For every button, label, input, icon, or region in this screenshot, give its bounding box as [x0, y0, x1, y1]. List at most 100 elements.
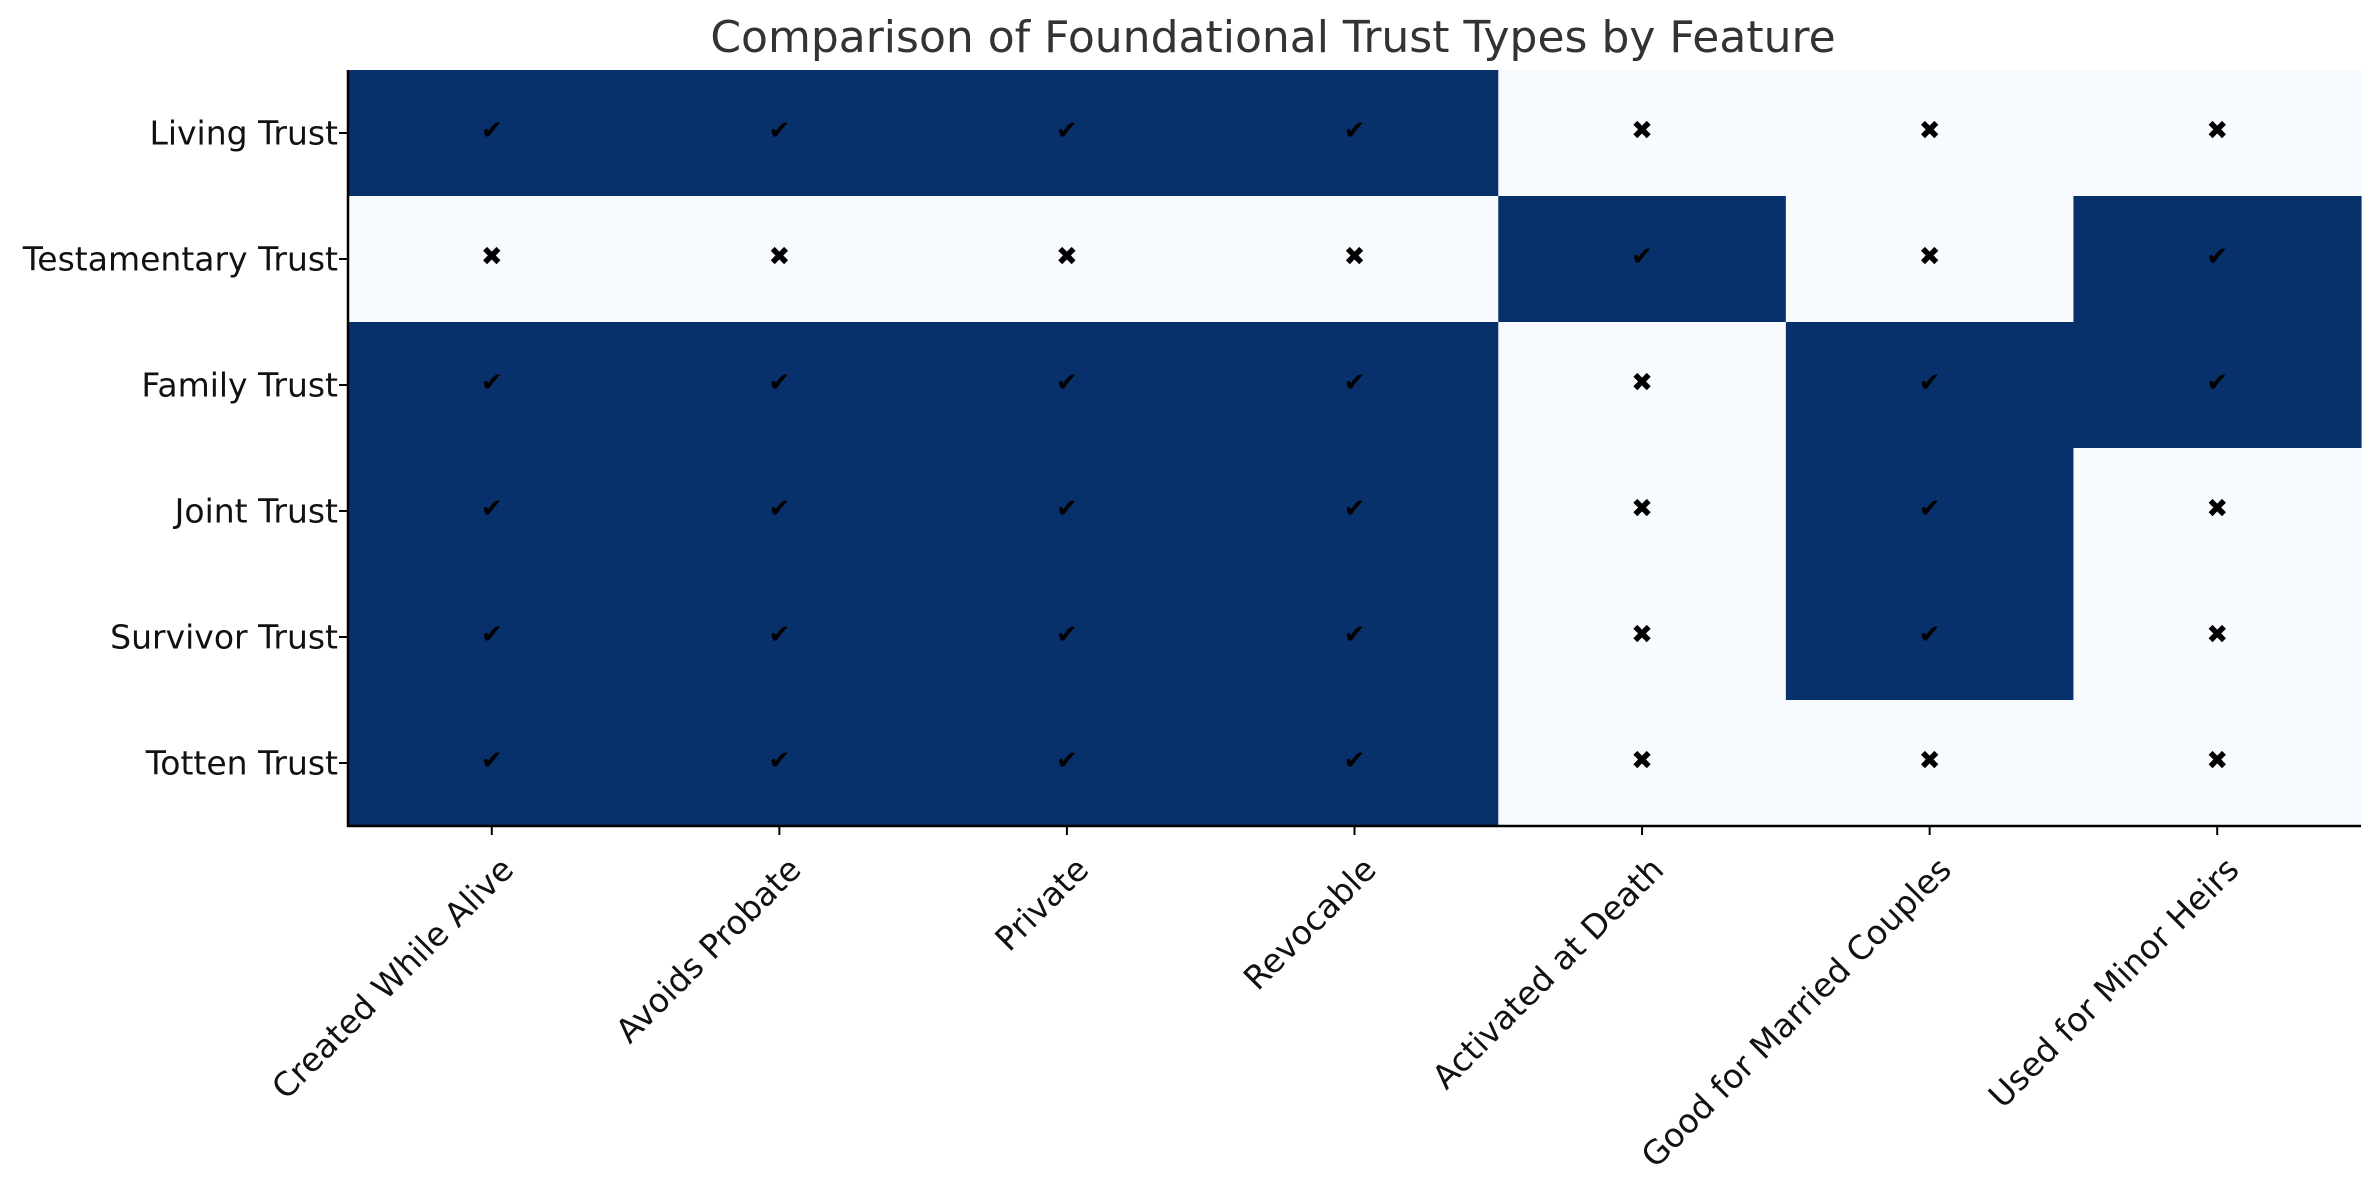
cell-marks: ✔ ✔ ✔ ✔ ✖ ✖ ✖ ✖ ✖ ✖ ✖ ✔ ✖ ✔ ✔ ✔ ✔ ✔ ✖ ✔ ✔ ✔ ✔ ✔ ✔ ✖ ✔ ✖ ✔ ✔ ✔ ✔ ✖ ✔ ✖ ✔ ✔ ✔ ✔ ✖… [481, 116, 2228, 776]
cross-mark-icon-living-trust-used-for-minor-heirs: ✖ [2206, 116, 2228, 146]
cross-mark-icon-living-trust-good-for-married-couples: ✖ [1919, 116, 1941, 146]
y-tick-label-family-trust: Family Trust [141, 366, 338, 405]
check-mark-icon-totten-trust-private: ✔ [1056, 746, 1078, 776]
check-mark-icon-joint-trust-created-while-alive: ✔ [481, 494, 503, 524]
heatmap-cell-living-trust-avoids-probate [635, 70, 924, 197]
heatmap-cell-testamentary-trust-used-for-minor-heirs [2073, 196, 2362, 323]
x-tick-label-created-while-alive: Created While Alive [264, 850, 521, 1107]
check-mark-icon-testamentary-trust-activated-at-death: ✔ [1631, 242, 1653, 272]
heatmap-cell-survivor-trust-private [923, 574, 1212, 701]
heatmap-cell-totten-trust-activated-at-death [1498, 700, 1787, 827]
check-mark-icon-survivor-trust-revocable: ✔ [1344, 620, 1366, 650]
x-tick-label-revocable: Revocable [1236, 850, 1384, 998]
heatmap-cell-family-trust-activated-at-death [1498, 322, 1787, 449]
check-mark-icon-totten-trust-created-while-alive: ✔ [481, 746, 503, 776]
heatmap-cell-family-trust-good-for-married-couples [1785, 322, 2075, 449]
y-tick-label-joint-trust: Joint Trust [173, 492, 338, 531]
heatmap-cell-living-trust-activated-at-death [1498, 70, 1787, 197]
cross-mark-icon-survivor-trust-used-for-minor-heirs: ✖ [2206, 620, 2228, 650]
heatmap-cell-joint-trust-good-for-married-couples [1785, 448, 2075, 575]
heatmap-cell-joint-trust-used-for-minor-heirs [2073, 448, 2362, 575]
cross-mark-icon-family-trust-activated-at-death: ✖ [1631, 368, 1653, 398]
heatmap-cell-survivor-trust-avoids-probate [635, 574, 924, 701]
check-mark-icon-survivor-trust-private: ✔ [1056, 620, 1078, 650]
check-mark-icon-testamentary-trust-used-for-minor-heirs: ✔ [2206, 242, 2228, 272]
y-tick-label-testamentary-trust: Testamentary Trust [22, 240, 338, 279]
heatmap-cell-family-trust-private [923, 322, 1212, 449]
check-mark-icon-joint-trust-avoids-probate: ✔ [768, 494, 790, 524]
check-mark-icon-family-trust-avoids-probate: ✔ [768, 368, 790, 398]
heatmap-cell-joint-trust-private [923, 448, 1212, 575]
cross-mark-icon-testamentary-trust-private: ✖ [1056, 242, 1078, 272]
heatmap-cell-living-trust-revocable [1210, 70, 1499, 197]
cross-mark-icon-joint-trust-activated-at-death: ✖ [1631, 494, 1653, 524]
heatmap-cell-survivor-trust-created-while-alive [348, 574, 637, 701]
check-mark-icon-survivor-trust-created-while-alive: ✔ [481, 620, 503, 650]
heatmap-cell-joint-trust-activated-at-death [1498, 448, 1787, 575]
heatmap-cell-family-trust-used-for-minor-heirs [2073, 322, 2362, 449]
heatmap-cell-family-trust-created-while-alive [348, 322, 637, 449]
heatmap-cell-living-trust-private [923, 70, 1212, 197]
y-tick-labels: Living Trust Testamentary Trust Family Tru… [22, 114, 348, 783]
cross-mark-icon-totten-trust-good-for-married-couples: ✖ [1919, 746, 1941, 776]
heatmap-cell-family-trust-revocable [1210, 322, 1499, 449]
x-tick-label-good-for-married-couples: Good for Married Couples [1633, 850, 1958, 1175]
heatmap-cell-totten-trust-good-for-married-couples [1785, 700, 2075, 827]
check-mark-icon-family-trust-revocable: ✔ [1344, 368, 1366, 398]
heatmap-cell-family-trust-avoids-probate [635, 322, 924, 449]
y-tick-label-living-trust: Living Trust [149, 114, 338, 153]
y-tick-label-survivor-trust: Survivor Trust [110, 618, 338, 657]
cross-mark-icon-joint-trust-used-for-minor-heirs: ✖ [2206, 494, 2228, 524]
check-mark-icon-joint-trust-good-for-married-couples: ✔ [1919, 494, 1941, 524]
check-mark-icon-family-trust-used-for-minor-heirs: ✔ [2206, 368, 2228, 398]
check-mark-icon-living-trust-revocable: ✔ [1344, 116, 1366, 146]
heatmap-cell-testamentary-trust-private [923, 196, 1212, 323]
check-mark-icon-survivor-trust-avoids-probate: ✔ [768, 620, 790, 650]
check-mark-icon-family-trust-created-while-alive: ✔ [481, 368, 503, 398]
cross-mark-icon-testamentary-trust-avoids-probate: ✖ [768, 242, 790, 272]
cross-mark-icon-testamentary-trust-good-for-married-couples: ✖ [1919, 242, 1941, 272]
chart-title: Comparison of Foundational Trust Types b… [710, 12, 1835, 63]
heatmap-cell-living-trust-created-while-alive [348, 70, 637, 197]
cross-mark-icon-testamentary-trust-created-while-alive: ✖ [481, 242, 503, 272]
heatmap-cell-living-trust-used-for-minor-heirs [2073, 70, 2362, 197]
heatmap-cell-totten-trust-revocable [1210, 700, 1499, 827]
x-tick-label-activated-at-death: Activated at Death [1424, 850, 1671, 1097]
check-mark-icon-joint-trust-private: ✔ [1056, 494, 1078, 524]
heatmap-cell-testamentary-trust-revocable [1210, 196, 1499, 323]
cross-mark-icon-survivor-trust-activated-at-death: ✖ [1631, 620, 1653, 650]
heatmap-cell-joint-trust-revocable [1210, 448, 1499, 575]
cross-mark-icon-testamentary-trust-revocable: ✖ [1344, 242, 1366, 272]
check-mark-icon-family-trust-private: ✔ [1056, 368, 1078, 398]
check-mark-icon-family-trust-good-for-married-couples: ✔ [1919, 368, 1941, 398]
heatmap-cell-totten-trust-avoids-probate [635, 700, 924, 827]
x-tick-label-private: Private [987, 850, 1096, 959]
heatmap-cell-totten-trust-private [923, 700, 1212, 827]
heatmap-cell-joint-trust-avoids-probate [635, 448, 924, 575]
check-mark-icon-joint-trust-revocable: ✔ [1344, 494, 1366, 524]
heatmap-cell-survivor-trust-activated-at-death [1498, 574, 1787, 701]
heatmap-cell-testamentary-trust-activated-at-death [1498, 196, 1787, 323]
heatmap-cell-testamentary-trust-avoids-probate [635, 196, 924, 323]
x-tick-label-avoids-probate: Avoids Probate [608, 850, 809, 1051]
check-mark-icon-living-trust-private: ✔ [1056, 116, 1078, 146]
x-tick-labels: Created While Alive Avoids Probate Private… [264, 826, 2246, 1175]
check-mark-icon-totten-trust-avoids-probate: ✔ [768, 746, 790, 776]
check-mark-icon-survivor-trust-good-for-married-couples: ✔ [1919, 620, 1941, 650]
check-mark-icon-living-trust-avoids-probate: ✔ [768, 116, 790, 146]
heatmap-cell-totten-trust-used-for-minor-heirs [2073, 700, 2362, 827]
heatmap-cell-survivor-trust-good-for-married-couples [1785, 574, 2075, 701]
check-mark-icon-living-trust-created-while-alive: ✔ [481, 116, 503, 146]
heatmap-cells [348, 70, 2362, 827]
x-tick-label-used-for-minor-heirs: Used for Minor Heirs [1981, 850, 2247, 1116]
heatmap-cell-survivor-trust-used-for-minor-heirs [2073, 574, 2362, 701]
heatmap-cell-survivor-trust-revocable [1210, 574, 1499, 701]
heatmap-cell-testamentary-trust-good-for-married-couples [1785, 196, 2075, 323]
cross-mark-icon-living-trust-activated-at-death: ✖ [1631, 116, 1653, 146]
check-mark-icon-totten-trust-revocable: ✔ [1344, 746, 1366, 776]
heatmap-cell-joint-trust-created-while-alive [348, 448, 637, 575]
cross-mark-icon-totten-trust-activated-at-death: ✖ [1631, 746, 1653, 776]
y-tick-label-totten-trust: Totten Trust [145, 744, 338, 783]
